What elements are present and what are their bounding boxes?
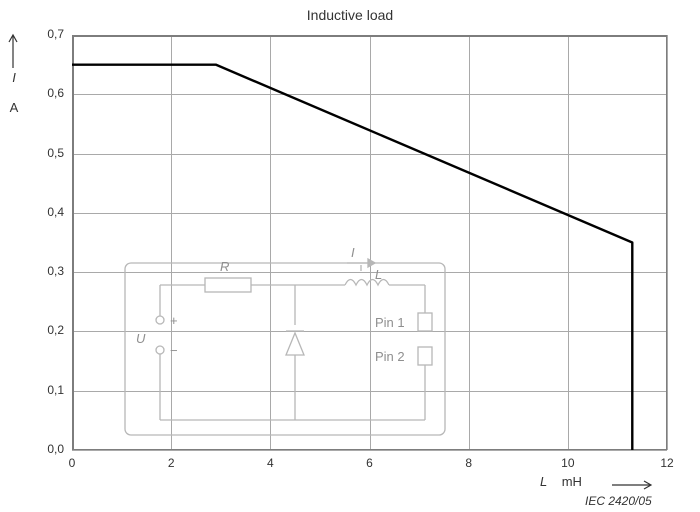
- y-axis-label: I A: [4, 70, 24, 115]
- x-axis-unit: mH: [562, 474, 582, 489]
- x-tick-label: 4: [260, 456, 280, 470]
- y-tick-label: 0,1: [47, 383, 64, 397]
- y-axis-arrow-icon: [6, 30, 20, 68]
- plot-border: [72, 35, 74, 450]
- y-tick-label: 0,6: [47, 86, 64, 100]
- plot-border: [72, 35, 667, 37]
- gridline-horizontal: [72, 94, 667, 95]
- y-tick-label: 0,4: [47, 205, 64, 219]
- x-axis-arrow-icon: [612, 478, 657, 492]
- x-tick-label: 2: [161, 456, 181, 470]
- gridline-vertical: [370, 35, 371, 450]
- plot-border: [666, 35, 668, 450]
- gridline-vertical: [270, 35, 271, 450]
- x-tick-label: 10: [558, 456, 578, 470]
- gridline-horizontal: [72, 272, 667, 273]
- y-tick-label: 0,3: [47, 264, 64, 278]
- chart-title: Inductive load: [0, 7, 700, 23]
- y-tick-label: 0,2: [47, 323, 64, 337]
- y-axis-unit: A: [10, 100, 19, 115]
- gridline-vertical: [171, 35, 172, 450]
- x-axis-label: L mH: [540, 474, 582, 489]
- plot-area: [72, 35, 667, 450]
- plot-border: [72, 449, 667, 451]
- gridline-vertical: [568, 35, 569, 450]
- x-tick-label: 12: [657, 456, 677, 470]
- gridline-horizontal: [72, 154, 667, 155]
- gridline-horizontal: [72, 331, 667, 332]
- y-tick-label: 0,5: [47, 146, 64, 160]
- y-tick-label: 0,0: [47, 442, 64, 456]
- y-tick-label: 0,7: [47, 27, 64, 41]
- iec-code: IEC 2420/05: [585, 494, 652, 508]
- x-tick-label: 0: [62, 456, 82, 470]
- gridline-horizontal: [72, 213, 667, 214]
- gridline-horizontal: [72, 391, 667, 392]
- x-tick-label: 8: [459, 456, 479, 470]
- gridline-horizontal: [72, 450, 667, 451]
- gridline-vertical: [469, 35, 470, 450]
- x-tick-label: 6: [360, 456, 380, 470]
- gridline-vertical: [667, 35, 668, 450]
